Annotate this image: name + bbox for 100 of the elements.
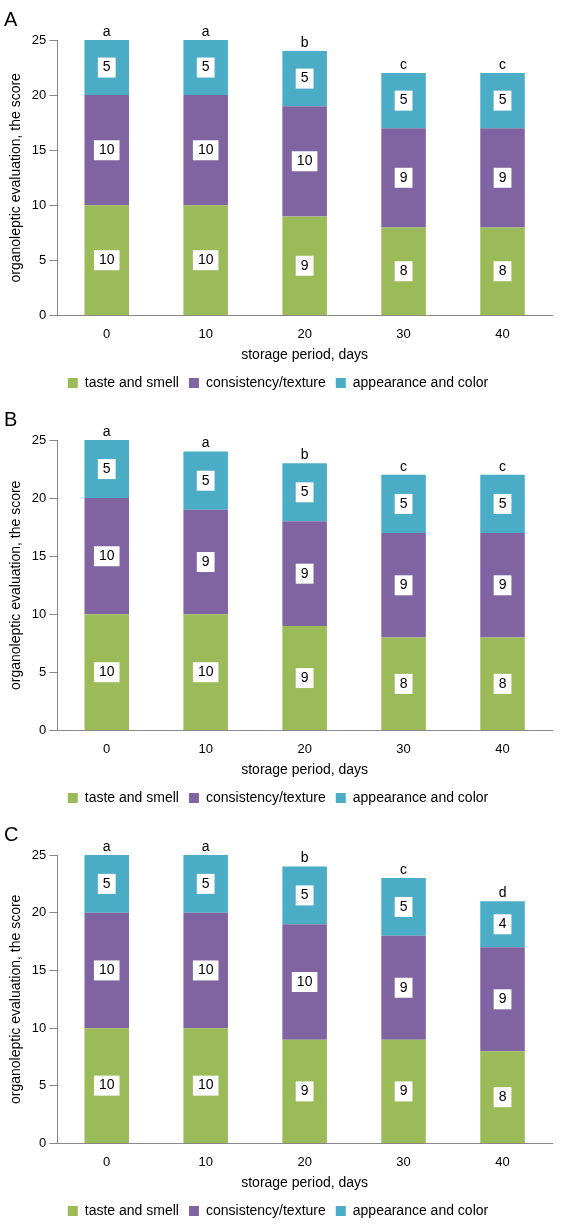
y-tick-label: 0 [39,307,47,323]
annotation: a [102,22,111,39]
bar [183,614,228,731]
annotation: c [400,55,408,72]
data-label: 9 [201,552,210,569]
bar [282,51,327,107]
data-label: 10 [296,972,313,989]
legend-label: appearance and color [352,1201,489,1218]
annotation: a [102,422,111,439]
data-label: 8 [498,262,507,279]
bar [183,40,228,96]
data-label: 10 [98,961,115,978]
annotation: d [498,884,507,901]
legend-label: appearance and color [352,788,489,805]
bar [480,73,525,129]
x-tick-label: 0 [103,740,111,756]
bar [84,205,129,316]
x-tick-label: 0 [103,325,111,341]
bar [183,855,228,913]
annotation: c [499,457,507,474]
y-tick-label: 0 [39,1135,47,1151]
bar [84,912,129,1029]
annotation: c [400,457,408,474]
x-axis-title: storage period, days [241,1174,369,1191]
data-label: 9 [399,576,408,593]
bar [480,637,525,731]
annotation: c [400,860,408,877]
data-label: 9 [399,978,408,995]
legend-label: taste and smell [84,1201,179,1218]
bar [84,440,129,499]
data-label: 10 [98,141,115,158]
bar [381,935,426,1040]
x-tick-label: 30 [396,325,411,341]
y-tick-label: 25 [31,31,47,47]
y-axis-title: organoleptic evaluation, the score [7,894,24,1104]
data-label: 10 [197,141,214,158]
bar [381,1039,426,1144]
y-tick-label: 0 [39,722,47,738]
data-label: 5 [300,886,309,903]
annotation: a [201,837,210,854]
data-label: 5 [102,874,111,891]
y-tick-label: 5 [39,664,47,680]
data-label: 5 [498,91,507,108]
legend-label: consistency/texture [205,373,326,390]
data-label: 9 [498,990,507,1007]
legend-label: consistency/texture [205,1201,326,1218]
bar [84,498,129,615]
annotation: a [102,837,111,854]
data-label: 5 [498,494,507,511]
x-tick-label: 10 [198,325,213,341]
annotation: b [300,33,309,50]
x-tick-label: 20 [297,1153,312,1169]
annotation: b [300,446,309,463]
bar [381,637,426,731]
bar [183,205,228,316]
bar [183,1028,228,1144]
data-label: 9 [300,1082,309,1099]
bar [84,1028,129,1144]
bar [480,474,525,533]
data-label: 10 [296,152,313,169]
y-tick-label: 20 [31,489,47,505]
data-label: 9 [498,576,507,593]
data-label: 10 [98,547,115,564]
x-tick-label: 40 [495,740,510,756]
y-tick-label: 15 [31,962,47,978]
bar [381,878,426,936]
y-tick-label: 15 [31,141,47,157]
x-tick-label: 20 [297,325,312,341]
bar [381,73,426,129]
legend-label: appearance and color [352,373,489,390]
bar [282,1039,327,1144]
x-tick-label: 10 [198,740,213,756]
data-label: 9 [300,256,309,273]
data-label: 8 [399,674,408,691]
bar [282,521,327,626]
data-label: 10 [197,1076,214,1093]
data-label: 5 [201,471,210,488]
data-label: 8 [498,674,507,691]
bar [84,614,129,731]
y-tick-label: 15 [31,547,47,563]
data-label: 9 [399,168,408,185]
bar [84,855,129,913]
data-label: 10 [98,1076,115,1093]
bar [183,912,228,1029]
y-tick-label: 5 [39,1077,47,1093]
data-label: 5 [399,494,408,511]
legend-label: taste and smell [84,373,179,390]
y-tick-label: 5 [39,252,47,268]
y-tick-label: 25 [31,431,47,447]
legend-label: consistency/texture [205,788,326,805]
data-label: 9 [300,668,309,685]
y-axis-title: organoleptic evaluation, the score [7,72,24,283]
data-label: 10 [197,961,214,978]
bar [84,40,129,96]
bar [84,95,129,206]
y-tick-label: 20 [31,86,47,102]
y-tick-label: 25 [31,846,47,862]
y-tick-label: 10 [31,196,47,212]
bar [183,451,228,510]
chart-title: A [4,7,18,30]
